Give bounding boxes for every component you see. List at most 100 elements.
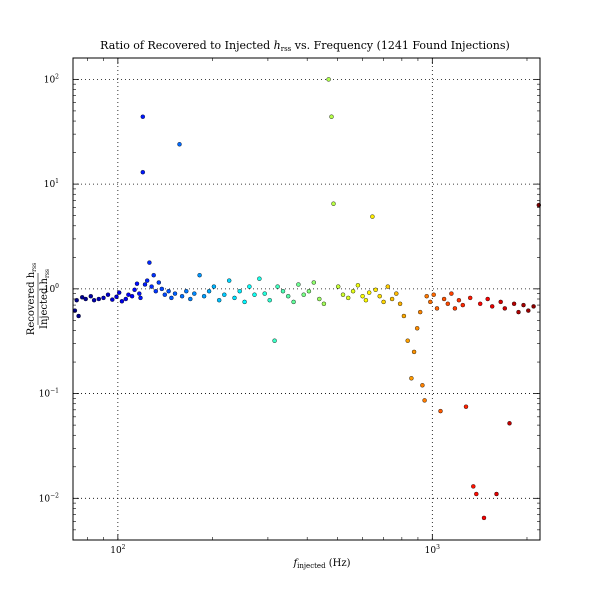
data-point (397, 301, 403, 306)
data-point (317, 296, 322, 302)
data-point (119, 299, 125, 304)
data-point (153, 289, 159, 294)
y-tick-label: 10−1 (39, 388, 59, 400)
data-point (257, 276, 262, 281)
data-point (456, 298, 462, 303)
data-point (478, 301, 483, 306)
data-point (291, 299, 296, 305)
data-point (507, 421, 512, 426)
data-point (247, 284, 252, 289)
data-point (471, 484, 476, 489)
data-point (91, 298, 97, 303)
data-point (184, 289, 189, 294)
data-point (110, 297, 115, 302)
y-tick-label: 101 (44, 178, 59, 190)
y-axis-label-numerator: Recovered hrss (26, 263, 38, 335)
data-point (123, 296, 129, 302)
data-point (232, 295, 237, 301)
data-point (428, 299, 433, 305)
data-point (394, 291, 399, 296)
data-point (216, 298, 222, 303)
data-point (377, 294, 382, 299)
data-point (326, 77, 331, 82)
chart-title: Ratio of Recovered to Injected hrss vs. … (100, 39, 510, 53)
data-point (162, 292, 168, 297)
data-point (311, 280, 316, 285)
data-point (105, 292, 111, 297)
y-axis-label: Recovered hrss Injected hrss (26, 263, 51, 335)
data-point (438, 408, 443, 414)
data-point (237, 289, 242, 294)
data-point (381, 299, 386, 305)
data-point (511, 301, 517, 306)
data-point (76, 313, 81, 319)
x-tick-label: 102 (110, 544, 125, 556)
data-point (166, 289, 171, 294)
data-point (211, 284, 217, 289)
data-point (350, 289, 356, 294)
data-point (132, 287, 137, 292)
data-point (137, 291, 142, 296)
data-point (409, 376, 414, 381)
data-point (418, 309, 423, 315)
grid-lines (73, 58, 540, 540)
data-point (434, 306, 440, 311)
data-point (222, 292, 227, 297)
data-point (151, 273, 156, 278)
data-point (138, 295, 143, 301)
data-point (101, 295, 106, 301)
data-point (242, 299, 247, 305)
data-point (177, 142, 182, 147)
data-point (355, 283, 361, 288)
data-point (126, 292, 131, 297)
y-axis-label-denominator: Injected hrss (39, 269, 51, 329)
data-point (129, 294, 135, 299)
data-point (179, 294, 185, 299)
data-point (405, 338, 410, 343)
data-point (485, 296, 490, 302)
data-point (385, 284, 390, 289)
data-point (275, 284, 280, 289)
data-point (226, 278, 232, 283)
y-tick-label: 102 (44, 73, 59, 85)
data-point (389, 296, 395, 302)
data-point (144, 278, 150, 283)
data-point (346, 295, 351, 301)
data-point (331, 201, 336, 206)
data-point (262, 291, 267, 296)
data-point (420, 383, 425, 388)
data-point (468, 295, 473, 301)
data-point (272, 338, 277, 343)
data-point (172, 291, 178, 296)
data-point (460, 302, 465, 308)
data-point (494, 491, 499, 497)
data-point (422, 398, 427, 403)
data-point (159, 286, 165, 292)
data-point (360, 294, 365, 299)
data-point (329, 114, 334, 119)
data-point (267, 298, 272, 303)
data-point (336, 284, 341, 289)
data-point (206, 289, 212, 294)
data-point (411, 349, 417, 355)
data-point (116, 290, 122, 295)
data-point (301, 292, 306, 297)
data-point (340, 292, 346, 297)
data-point (201, 294, 207, 299)
data-point (463, 404, 469, 409)
data-point (192, 291, 197, 296)
data-point (134, 281, 140, 286)
data-point (252, 292, 257, 297)
data-point (521, 302, 526, 308)
data-point (140, 114, 146, 119)
data-point (286, 294, 291, 299)
data-point (149, 284, 154, 289)
data-point (474, 491, 479, 497)
data-point (516, 309, 521, 315)
scatter-points (72, 77, 541, 521)
data-point (481, 515, 487, 521)
data-point (147, 260, 152, 265)
axis-ticks: 102 103 10−2 10−1 100 101 102 (39, 58, 540, 556)
data-point (83, 296, 88, 302)
data-point (169, 295, 174, 301)
